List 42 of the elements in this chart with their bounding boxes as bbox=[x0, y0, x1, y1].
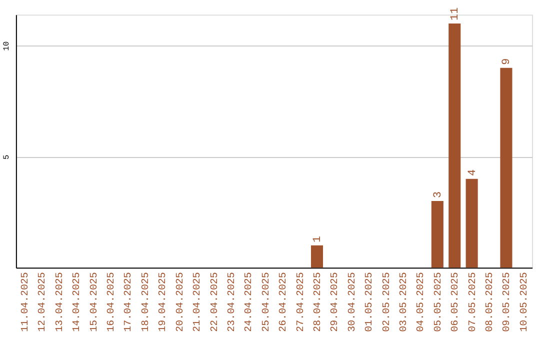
x-tick-label: 09.05.2025 bbox=[501, 272, 512, 332]
x-tick-label: 06.05.2025 bbox=[450, 272, 461, 332]
x-tick-label: 14.04.2025 bbox=[71, 272, 82, 332]
x-tick-label: 18.04.2025 bbox=[140, 272, 151, 332]
x-tick-label: 12.04.2025 bbox=[36, 272, 48, 332]
bar bbox=[310, 245, 324, 268]
bar bbox=[431, 201, 444, 268]
x-tick-label: 29.04.2025 bbox=[329, 272, 340, 332]
x-tick-label: 26.04.2025 bbox=[278, 272, 289, 332]
x-tick-label: 01.05.2025 bbox=[364, 272, 375, 332]
x-tick-label: 23.04.2025 bbox=[226, 272, 237, 332]
x-tick-label: 27.04.2025 bbox=[294, 272, 306, 332]
y-tick-label: 5 bbox=[2, 154, 12, 160]
x-tick-label: 16.04.2025 bbox=[106, 272, 117, 332]
x-tick-label: 05.05.2025 bbox=[432, 272, 444, 332]
x-tick-label: 20.04.2025 bbox=[174, 272, 186, 332]
x-tick-label: 07.05.2025 bbox=[466, 272, 478, 332]
x-tick-label: 03.05.2025 bbox=[398, 272, 409, 332]
data-label: 3 bbox=[432, 191, 444, 198]
bar bbox=[466, 178, 478, 268]
x-tick-label: 04.05.2025 bbox=[415, 272, 426, 332]
bar bbox=[500, 68, 512, 268]
x-tick-label: 08.05.2025 bbox=[484, 272, 496, 332]
x-tick-label: 10.05.2025 bbox=[518, 272, 530, 332]
y-tick-label: 10 bbox=[2, 41, 12, 51]
data-label: 9 bbox=[501, 58, 514, 65]
x-tick-label: 28.04.2025 bbox=[312, 272, 323, 332]
x-tick-label: 13.04.2025 bbox=[54, 272, 65, 332]
x-tick-label: 19.04.2025 bbox=[157, 272, 168, 332]
data-label: 11 bbox=[450, 6, 462, 20]
x-tick-label: 24.04.2025 bbox=[243, 272, 254, 332]
bar bbox=[448, 23, 461, 268]
x-tick-label: 21.04.2025 bbox=[192, 272, 203, 332]
x-tick-label: 11.04.2025 bbox=[20, 272, 31, 332]
x-tick-label: 22.04.2025 bbox=[208, 272, 220, 332]
x-tick-label: 02.05.2025 bbox=[380, 272, 392, 332]
x-tick-label: 30.04.2025 bbox=[346, 272, 358, 332]
data-label: 1 bbox=[312, 235, 324, 242]
x-tick-label: 25.04.2025 bbox=[260, 272, 272, 332]
data-label: 4 bbox=[466, 168, 479, 176]
x-tick-label: 15.04.2025 bbox=[88, 272, 100, 332]
x-tick-label: 17.04.2025 bbox=[122, 272, 134, 332]
